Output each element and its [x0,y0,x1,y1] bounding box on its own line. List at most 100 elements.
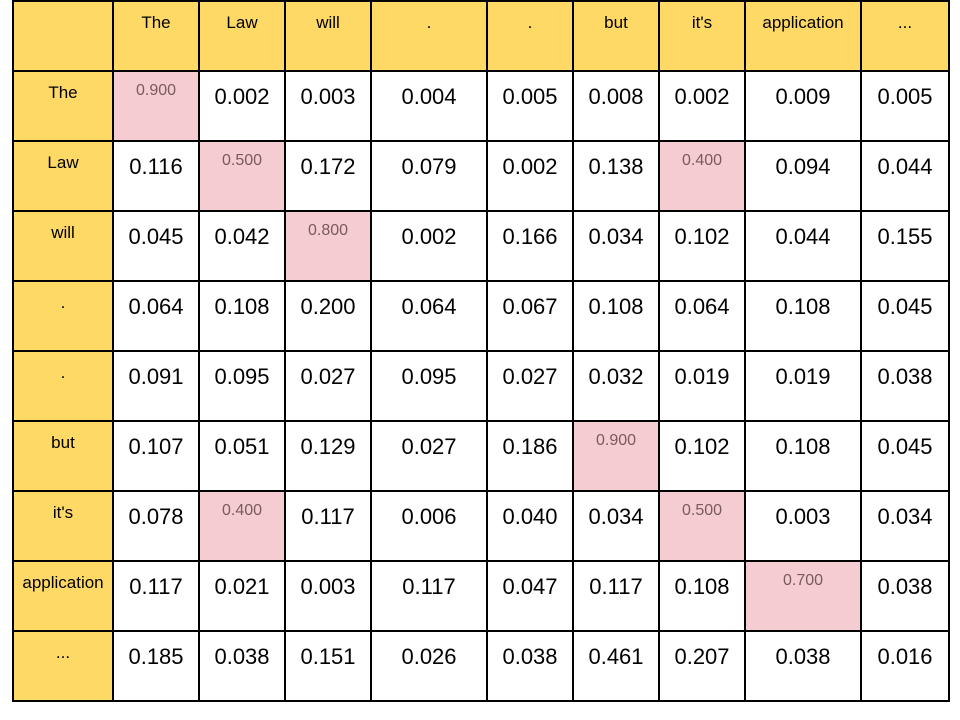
header-row: The Law will.. but it's application... [12,0,950,72]
column-token-label: ... [860,0,950,72]
value-cell: 0.038 [744,630,862,702]
value-cell: 0.006 [370,490,488,562]
table-row: The 0.900 0.002 0.003 0.004 0.005 0.008 0.002 0.… [12,70,950,142]
value-cell: 0.185 [112,630,200,702]
value-cell: 0.200 [284,280,372,352]
value-cell: 0.117 [572,560,660,632]
corner-cell [12,0,114,72]
value-cell: 0.003 [284,560,372,632]
value-cell: 0.078 [112,490,200,562]
value-cell: 0.095 [370,350,488,422]
value-cell: 0.047 [486,560,574,632]
value-cell: 0.003 [744,490,862,562]
value-cell: 0.027 [370,420,488,492]
value-cell: 0.038 [860,560,950,632]
row-token-label: ... [12,630,114,702]
value-cell: 0.005 [486,70,574,142]
value-cell: 0.002 [370,210,488,282]
table-row: but 0.107 0.051 0.129 0.027 0.186 0.900 0.102 0.… [12,420,950,492]
value-cell: 0.117 [112,560,200,632]
value-cell: 0.207 [658,630,746,702]
value-cell: 0.042 [198,210,286,282]
row-token-label: The [12,70,114,142]
value-cell: 0.064 [112,280,200,352]
value-cell: 0.044 [744,210,862,282]
row-token-label: application [12,560,114,632]
column-token-label: . [486,0,574,72]
column-token-label: will [284,0,372,72]
attention-matrix-table: The Law will.. but it's application... The 0.90… [12,0,950,702]
value-cell: 0.117 [284,490,372,562]
value-cell: 0.064 [658,280,746,352]
table-row: Law 0.116 0.500 0.172 0.079 0.002 0.138 0.400 0.… [12,140,950,212]
highlighted-value-cell: 0.900 [112,70,200,142]
value-cell: 0.038 [198,630,286,702]
value-cell: 0.038 [860,350,950,422]
value-cell: 0.155 [860,210,950,282]
value-cell: 0.003 [284,70,372,142]
value-cell: 0.051 [198,420,286,492]
highlighted-value-cell: 0.700 [744,560,862,632]
table-row: . 0.091 0.095 0.027 0.095 0.027 0.032 0.019 0.01… [12,350,950,422]
table-row: ... 0.185 0.038 0.151 0.026 0.038 0.461 0.207 0.… [12,630,950,702]
column-token-label: . [370,0,488,72]
value-cell: 0.079 [370,140,488,212]
value-cell: 0.016 [860,630,950,702]
value-cell: 0.102 [658,210,746,282]
value-cell: 0.004 [370,70,488,142]
column-token-label: Law [198,0,286,72]
value-cell: 0.027 [486,350,574,422]
value-cell: 0.034 [572,490,660,562]
value-cell: 0.021 [198,560,286,632]
value-cell: 0.102 [658,420,746,492]
value-cell: 0.166 [486,210,574,282]
value-cell: 0.026 [370,630,488,702]
row-token-label: . [12,280,114,352]
value-cell: 0.044 [860,140,950,212]
value-cell: 0.108 [198,280,286,352]
value-cell: 0.108 [658,560,746,632]
value-cell: 0.186 [486,420,574,492]
table-row: it's 0.078 0.400 0.117 0.006 0.040 0.034 0.500 0… [12,490,950,562]
value-cell: 0.108 [572,280,660,352]
value-cell: 0.019 [658,350,746,422]
value-cell: 0.095 [198,350,286,422]
table-row: application 0.117 0.021 0.003 0.117 0.047 0.11… [12,560,950,632]
value-cell: 0.002 [658,70,746,142]
value-cell: 0.064 [370,280,488,352]
row-token-label: . [12,350,114,422]
row-token-label: will [12,210,114,282]
value-cell: 0.094 [744,140,862,212]
value-cell: 0.138 [572,140,660,212]
value-cell: 0.045 [860,420,950,492]
value-cell: 0.172 [284,140,372,212]
column-token-label: it's [658,0,746,72]
highlighted-value-cell: 0.500 [198,140,286,212]
row-token-label: it's [12,490,114,562]
highlighted-value-cell: 0.400 [658,140,746,212]
value-cell: 0.151 [284,630,372,702]
value-cell: 0.002 [198,70,286,142]
value-cell: 0.034 [572,210,660,282]
value-cell: 0.117 [370,560,488,632]
column-token-label: application [744,0,862,72]
value-cell: 0.032 [572,350,660,422]
value-cell: 0.019 [744,350,862,422]
column-token-label: but [572,0,660,72]
value-cell: 0.040 [486,490,574,562]
value-cell: 0.067 [486,280,574,352]
value-cell: 0.038 [486,630,574,702]
value-cell: 0.034 [860,490,950,562]
value-cell: 0.009 [744,70,862,142]
value-cell: 0.005 [860,70,950,142]
value-cell: 0.129 [284,420,372,492]
table-row: . 0.064 0.108 0.200 0.064 0.067 0.108 0.064 0.10… [12,280,950,352]
value-cell: 0.008 [572,70,660,142]
table-row: will 0.045 0.042 0.800 0.002 0.166 0.034 0.102 0… [12,210,950,282]
value-cell: 0.116 [112,140,200,212]
value-cell: 0.108 [744,280,862,352]
value-cell: 0.045 [112,210,200,282]
highlighted-value-cell: 0.500 [658,490,746,562]
row-token-label: but [12,420,114,492]
column-token-label: The [112,0,200,72]
